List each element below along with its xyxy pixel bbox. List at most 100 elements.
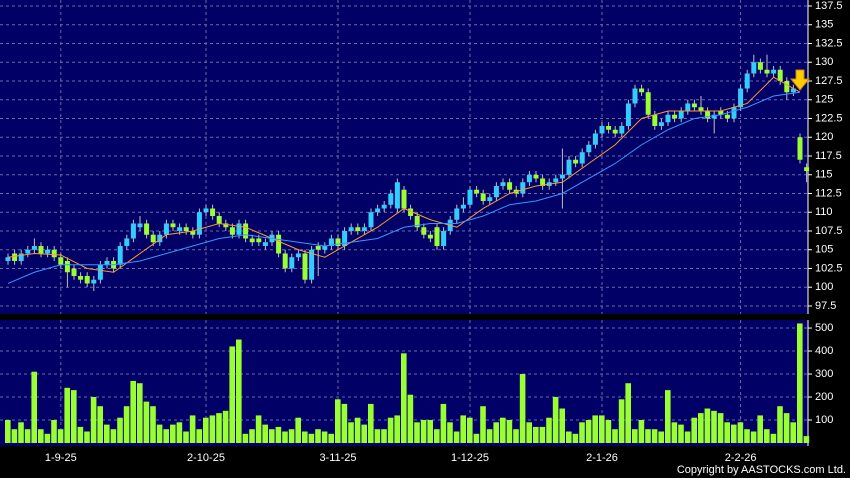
candle-body <box>401 189 407 209</box>
candle-body <box>493 185 499 198</box>
candle-body <box>328 238 334 246</box>
candle-body <box>632 88 638 104</box>
candle-body <box>150 234 156 243</box>
candle-body <box>157 234 163 243</box>
volume-bar <box>698 413 704 443</box>
volume-bar <box>744 429 750 443</box>
volume-bar <box>486 429 493 443</box>
candle-body <box>5 257 11 261</box>
volume-bar <box>645 429 651 443</box>
volume-bar <box>97 406 103 443</box>
candle-body <box>91 279 97 284</box>
candle-body <box>414 215 420 228</box>
volume-bar <box>407 394 414 443</box>
volume-bar <box>790 422 796 443</box>
y-tick-label: 132.5 <box>815 37 843 49</box>
candle-body <box>130 223 136 239</box>
candle-body <box>163 223 169 235</box>
candle-body <box>223 223 229 228</box>
y-tick-label: 122.5 <box>815 112 843 124</box>
volume-bar <box>341 403 348 443</box>
y-tick-label: 115 <box>815 169 833 181</box>
candle-body <box>45 249 51 254</box>
candle-body <box>487 197 493 201</box>
candle-body <box>408 208 414 216</box>
volume-bar <box>302 431 308 443</box>
candle-body <box>78 275 84 280</box>
candle-body <box>804 167 810 171</box>
volume-bar <box>269 429 275 443</box>
candle-body <box>64 260 70 273</box>
volume-bar <box>176 422 183 443</box>
volume-bar <box>137 383 143 443</box>
moving-average-line <box>7 91 801 284</box>
candle-body <box>757 62 763 70</box>
volume-bar <box>77 426 84 443</box>
candle-body <box>289 257 295 269</box>
candle-body <box>586 144 592 153</box>
candle-body <box>236 223 242 235</box>
y-tick-label: 97.5 <box>815 300 836 312</box>
volume-bar <box>163 429 169 443</box>
volume-bar <box>374 429 381 443</box>
volume-bar <box>526 422 532 443</box>
candle-body <box>559 174 565 179</box>
volume-bar <box>361 424 367 443</box>
candle-body <box>84 275 90 284</box>
candle-body <box>460 204 466 209</box>
candle-body <box>282 253 288 269</box>
candle-body <box>31 245 37 250</box>
volume-bar <box>519 374 526 443</box>
candle-body <box>117 245 123 265</box>
volume-bar <box>57 429 64 443</box>
volume-bar <box>678 424 684 443</box>
candle-body <box>170 223 176 228</box>
candle-body <box>243 223 249 239</box>
volume-bar <box>473 433 480 443</box>
x-tick-label: 1-12-25 <box>451 452 489 464</box>
volume-bar <box>684 431 691 443</box>
candle-body <box>256 238 262 243</box>
volume-bar <box>414 422 420 443</box>
candle-body <box>421 227 427 235</box>
y-tick-label: 105 <box>815 244 833 256</box>
marks <box>5 54 810 443</box>
candle-body <box>51 249 57 258</box>
x-tick-label: 2-1-26 <box>586 452 618 464</box>
volume-bar <box>618 399 625 443</box>
candle-body <box>764 69 770 74</box>
candle-body <box>467 189 473 205</box>
candle-body <box>18 253 24 261</box>
candle-body <box>751 62 757 74</box>
volume-bar <box>123 406 130 443</box>
volume-bar <box>24 429 31 443</box>
volume-bar <box>724 422 730 443</box>
volume-bar <box>242 433 249 443</box>
volume-bar <box>130 380 136 443</box>
volume-bar <box>104 424 110 443</box>
volume-tick-label: 200 <box>815 391 833 403</box>
y-tick-label: 130 <box>815 56 833 68</box>
volume-bar <box>625 383 631 443</box>
volume-bar <box>585 420 592 443</box>
volume-bar <box>328 433 334 443</box>
volume-bar <box>255 415 262 443</box>
candle-body <box>724 114 730 119</box>
candle-body <box>784 80 790 93</box>
volume-bar <box>381 429 387 443</box>
volume-bar <box>665 390 671 443</box>
candle-body <box>262 242 268 246</box>
candle-body <box>480 193 486 201</box>
volume-bar <box>394 415 400 443</box>
volume-bar <box>546 417 552 443</box>
volume-bar <box>262 424 268 443</box>
volume-bar <box>533 426 539 443</box>
volume-bar <box>493 422 499 443</box>
volume-bar <box>5 420 11 443</box>
volume-bar <box>460 415 466 443</box>
candle-body <box>592 133 598 145</box>
volume-bar <box>222 410 229 443</box>
candle-body <box>216 215 222 224</box>
y-tick-label: 120 <box>815 131 833 143</box>
candle-body <box>137 223 143 228</box>
